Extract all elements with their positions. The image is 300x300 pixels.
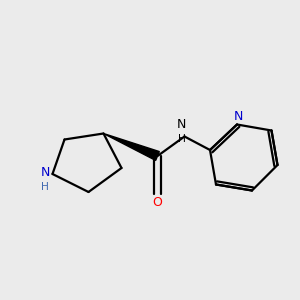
- Text: N: N: [177, 118, 186, 131]
- Text: N: N: [234, 110, 243, 124]
- Text: N: N: [40, 166, 50, 179]
- Text: H: H: [41, 182, 49, 193]
- Polygon shape: [103, 134, 159, 160]
- Text: H: H: [178, 134, 185, 145]
- Text: O: O: [153, 196, 162, 209]
